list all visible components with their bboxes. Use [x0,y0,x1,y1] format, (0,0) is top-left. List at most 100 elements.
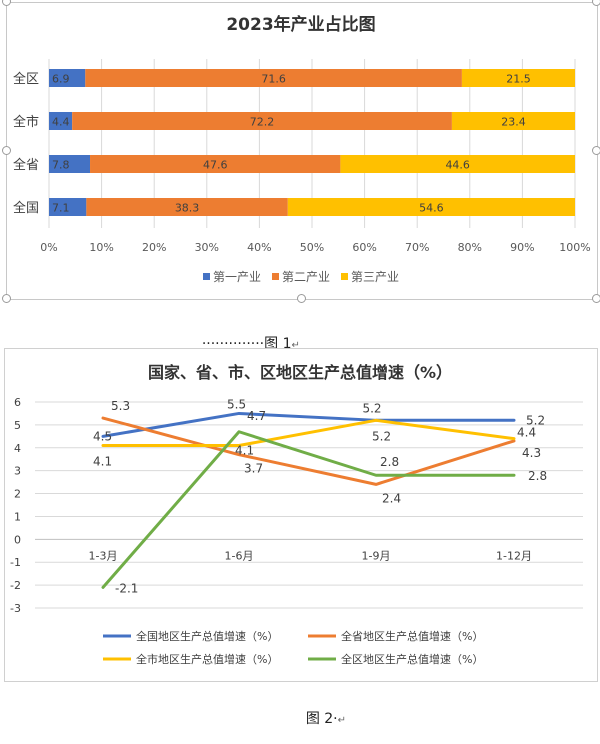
chart2-legend-label: 全省地区生产总值增速（%） [341,629,483,643]
chart2-data-label: 5.3 [111,399,130,413]
chart2-series-line [101,418,516,447]
chart1-x-tick-label: 10% [89,241,113,254]
chart2-data-label: 4.1 [235,443,254,457]
chart1-bar-segment [72,112,452,130]
chart2-y-tick-label: 6 [14,396,21,409]
resize-handle-top-right[interactable] [592,0,600,6]
chart1-title: 2023年产业占比图 [226,14,375,35]
chart2-data-label: -2.1 [115,581,138,595]
chart2-y-tick-label: 4 [14,442,21,455]
resize-handle-middle-left[interactable] [2,146,11,155]
chart2-data-label: 5.2 [362,401,381,415]
chart1-data-label: 72.2 [250,116,275,129]
chart2-data-label: 5.2 [372,429,391,443]
figure2-caption: 图 2·↵ [288,692,346,744]
chart1-bar-segment [49,69,86,87]
chart1-bar-segment [49,112,73,130]
chart1-data-label: 44.6 [445,159,470,172]
resize-handle-bottom-center[interactable] [297,294,306,303]
chart1-bar-segment [90,155,341,173]
chart1-data-label: 7.1 [52,202,70,215]
chart1-category-label: 全省 [13,157,39,173]
chart1-frame[interactable] [6,2,598,300]
chart1-data-label: 23.4 [501,116,526,129]
chart1-x-tick-label: 90% [510,241,534,254]
chart1-svg: 2023年产业占比图 0% 10% 20% 30% 40% 50% 60% 70% 80% 90% 1… [13,14,591,284]
chart1-x-tick-label: 40% [247,241,271,254]
chart1-data-label: 4.4 [52,116,70,129]
chart1-bar-segment [85,69,462,87]
chart1-x-tick-label: 70% [405,241,429,254]
chart1-x-tick-label: 60% [352,241,376,254]
chart1-bar-segment [461,69,575,87]
chart1-x-tick-label: 30% [195,241,219,254]
resize-handle-top-left[interactable] [2,0,11,6]
chart2-legend-label: 全区地区生产总值增速（%） [341,652,483,666]
chart1-bar-segment [287,198,575,216]
chart2-y-tick-label: 1 [14,510,21,523]
chart2-series-line [101,430,516,589]
chart1-x-tick-label: 100% [559,241,590,254]
chart2-data-label: 4.7 [247,409,266,423]
chart1-data-label: 38.3 [175,202,200,215]
chart1-data-label: 7.8 [52,159,70,172]
chart1-data-label: 6.9 [52,73,70,86]
chart2-y-tick-label: 0 [14,533,21,546]
resize-handle-bottom-right[interactable] [592,294,600,303]
chart2-data-label: 4.3 [522,446,541,460]
chart2-y-tick-label: 2 [14,488,21,501]
paragraph-mark: ↵ [291,340,300,351]
chart1-x-tick-label: 50% [300,241,324,254]
chart2-data-label: 5.2 [526,413,545,427]
resize-handle-bottom-left[interactable] [2,294,11,303]
chart1-bar-segment [340,155,575,173]
chart2-x-tick-label: 1-6月 [225,549,254,562]
chart2-series-line [101,416,516,486]
chart2-x-tick-label: 1-9月 [362,549,391,562]
chart2-y-tick-label: -3 [10,602,21,615]
chart2-legend-label: 全国地区生产总值增速（%） [136,629,278,643]
chart1-legend-swatch [272,273,279,280]
chart2-title: 国家、省、市、区地区生产总值增速（%） [148,363,452,382]
paragraph-mark: ↵ [337,715,347,726]
chart2-x-tick-label: 1-12月 [496,549,532,562]
document-page: 2023年产业占比图 0% 10% 20% 30% 40% 50% 60% 70% 80% 90% 1… [2,0,600,727]
chart1-legend-label: 第三产业 [351,270,399,284]
chart1-data-label: 21.5 [506,73,531,86]
chart1-x-tick-label: 0% [40,241,57,254]
chart1-legend-swatch [203,273,210,280]
chart2-series-line [101,411,516,438]
chart1-x-tick-label: 80% [458,241,482,254]
chart2-data-label: 4.1 [93,454,112,468]
figure2-caption-text: 图 2· [305,711,338,727]
chart2-svg: 国家、省、市、区地区生产总值增速（%） -3 -2 -1 0 1 2 3 4 5 6 1-3月 1-6月… [10,363,583,666]
chart2-x-tick-label: 1-3月 [89,549,118,562]
chart2-y-tick-label: 3 [14,465,21,478]
chart2-data-label: 2.8 [380,455,399,469]
chart2-y-tick-label: -2 [10,579,21,592]
resize-handle-middle-right[interactable] [592,146,600,155]
chart2-data-label: 4.5 [93,429,112,443]
chart1-category-label: 全市 [13,114,39,130]
chart2-legend-label: 全市地区生产总值增速（%） [136,652,278,666]
chart1-data-label: 54.6 [419,202,444,215]
chart1-category-label: 全国 [13,200,39,216]
chart1-data-label: 71.6 [261,73,286,86]
chart1-bar-segment [49,198,87,216]
chart1-data-label: 47.6 [203,159,228,172]
chart2-data-label: 5.5 [227,397,246,411]
chart2-y-tick-label: -1 [10,556,21,569]
chart2-y-tick-label: 5 [14,419,21,432]
chart2-frame[interactable] [4,348,598,682]
chart1-category-label: 全区 [13,71,39,87]
chart1-bar-segment [86,198,288,216]
chart2-data-label: 2.4 [382,491,401,505]
chart2-data-label: 3.7 [244,462,263,476]
chart1-x-tick-label: 20% [142,241,166,254]
chart2-data-label: 2.8 [528,469,547,483]
chart1-legend-label: 第二产业 [282,270,330,284]
chart1-bar-segment [451,112,575,130]
chart1-bar-segment [49,155,91,173]
chart1-legend-label: 第一产业 [213,270,261,284]
chart2-data-label: 4.4 [517,426,536,440]
